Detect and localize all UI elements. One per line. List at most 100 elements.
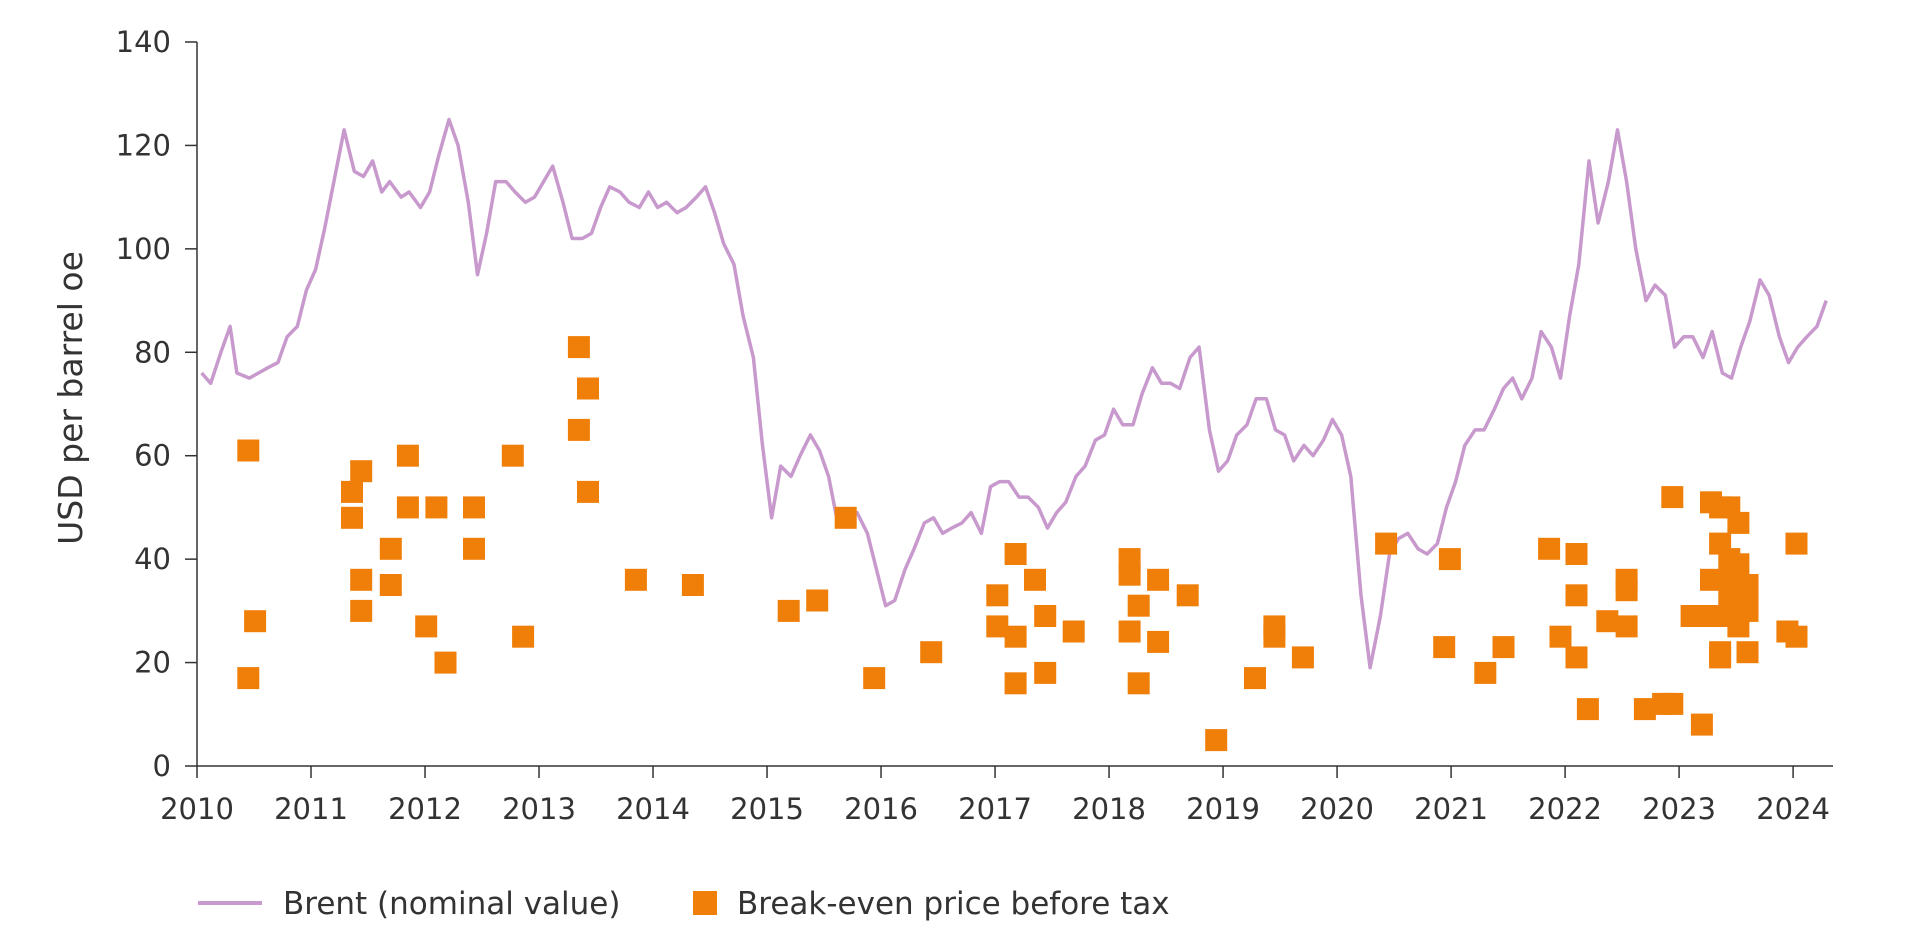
break-even-point bbox=[1118, 563, 1141, 586]
break-even-point bbox=[1538, 537, 1561, 560]
break-even-point bbox=[1549, 625, 1572, 648]
break-even-point bbox=[350, 599, 373, 622]
x-tick-label: 2024 bbox=[1756, 792, 1830, 826]
break-even-point bbox=[1263, 625, 1286, 648]
y-tick-label: 140 bbox=[116, 25, 171, 59]
break-even-point bbox=[863, 667, 886, 690]
break-even-point bbox=[1615, 615, 1638, 638]
break-even-point bbox=[415, 615, 438, 638]
break-even-point bbox=[350, 460, 373, 483]
break-even-point bbox=[379, 574, 402, 596]
break-even-point bbox=[1176, 584, 1199, 607]
break-even-point bbox=[463, 537, 485, 560]
break-even-point bbox=[350, 568, 373, 591]
brent-series bbox=[200, 117, 1828, 670]
x-tick-label: 2017 bbox=[958, 792, 1032, 826]
y-tick-label: 0 bbox=[153, 749, 171, 783]
legend-square-swatch bbox=[693, 891, 717, 915]
legend-item-break-even: Break-even price before tax bbox=[693, 886, 1170, 922]
x-tick-label: 2016 bbox=[844, 792, 918, 826]
x-tick-label: 2021 bbox=[1414, 792, 1488, 826]
break-even-point bbox=[681, 574, 704, 596]
break-even-point bbox=[1034, 605, 1057, 627]
break-even-point bbox=[577, 377, 599, 400]
break-even-point bbox=[567, 418, 590, 441]
break-even-point bbox=[1565, 543, 1588, 565]
break-even-point bbox=[1004, 543, 1027, 565]
break-even-point bbox=[1576, 698, 1599, 721]
break-even-point bbox=[341, 506, 363, 529]
break-even-point bbox=[1785, 532, 1808, 555]
x-tick-label: 2012 bbox=[388, 792, 462, 826]
break-even-point bbox=[1785, 625, 1808, 648]
break-even-point bbox=[577, 480, 599, 503]
break-even-point bbox=[396, 444, 419, 467]
x-tick-label: 2010 bbox=[160, 792, 234, 826]
break-even-point bbox=[986, 584, 1009, 607]
break-even-point bbox=[1661, 692, 1684, 715]
y-axis: 0 20 40 60 80 100 120 140 bbox=[116, 25, 198, 783]
break-even-point bbox=[1709, 646, 1732, 669]
y-axis-title: USD per barrel oe bbox=[51, 251, 90, 545]
break-even-point bbox=[920, 641, 943, 664]
break-even-point bbox=[1492, 636, 1515, 659]
legend-label-break-even: Break-even price before tax bbox=[737, 886, 1170, 922]
x-axis: 2010 2011 2012 2013 2014 2015 2016 2017 2018 2019… bbox=[160, 765, 1833, 826]
y-tick-label: 40 bbox=[134, 542, 171, 576]
break-even-point bbox=[1244, 667, 1266, 690]
x-tick-label: 2019 bbox=[1186, 792, 1260, 826]
break-even-point bbox=[1661, 486, 1684, 509]
break-even-point bbox=[1127, 594, 1150, 617]
break-even-point bbox=[624, 568, 647, 591]
x-tick-label: 2014 bbox=[616, 792, 690, 826]
break-even-point bbox=[1736, 599, 1759, 622]
break-even-point bbox=[1205, 729, 1228, 752]
break-even-point bbox=[1433, 636, 1456, 659]
break-even-point bbox=[1004, 672, 1027, 695]
break-even-point bbox=[1565, 584, 1588, 607]
x-tick-label: 2020 bbox=[1300, 792, 1374, 826]
x-tick-label: 2018 bbox=[1072, 792, 1146, 826]
y-tick-label: 80 bbox=[134, 335, 171, 369]
break-even-point bbox=[1147, 568, 1170, 591]
break-even-point bbox=[1147, 630, 1170, 653]
break-even-point bbox=[1375, 532, 1398, 555]
legend: Brent (nominal value) Break-even price b… bbox=[198, 886, 1170, 922]
break-even-point bbox=[1438, 548, 1461, 571]
break-even-point bbox=[463, 496, 485, 519]
break-even-point bbox=[806, 589, 829, 612]
x-tick-label: 2023 bbox=[1642, 792, 1716, 826]
x-tick-label: 2022 bbox=[1528, 792, 1602, 826]
break-even-point bbox=[1291, 646, 1314, 669]
break-even-point bbox=[1727, 553, 1750, 576]
break-even-point bbox=[244, 610, 267, 633]
break-even-point bbox=[1700, 568, 1722, 591]
y-tick-label: 60 bbox=[134, 439, 171, 473]
break-even-point bbox=[379, 537, 402, 560]
y-tick-label: 100 bbox=[116, 232, 171, 266]
x-tick-label: 2011 bbox=[274, 792, 348, 826]
break-even-point bbox=[396, 496, 419, 519]
y-tick-label: 120 bbox=[116, 128, 171, 162]
break-even-point bbox=[425, 496, 448, 519]
break-even-point bbox=[567, 336, 590, 359]
break-even-point bbox=[834, 506, 857, 529]
break-even-point bbox=[777, 599, 800, 622]
break-even-point bbox=[986, 615, 1009, 638]
break-even-point bbox=[1700, 605, 1722, 627]
break-even-point bbox=[1118, 620, 1141, 643]
break-even-point bbox=[341, 480, 363, 503]
break-even-point bbox=[1596, 610, 1619, 633]
break-even-point bbox=[1615, 579, 1638, 602]
break-even-point bbox=[1062, 620, 1085, 643]
break-even-point bbox=[512, 625, 535, 648]
break-even-point bbox=[1736, 641, 1759, 664]
break-even-point bbox=[1690, 713, 1713, 736]
x-tick-label: 2013 bbox=[502, 792, 576, 826]
break-even-point bbox=[1024, 568, 1046, 591]
break-even-point bbox=[1565, 646, 1588, 669]
break-even-point bbox=[434, 651, 457, 674]
legend-label-brent: Brent (nominal value) bbox=[283, 886, 620, 922]
break-even-point bbox=[501, 444, 524, 467]
